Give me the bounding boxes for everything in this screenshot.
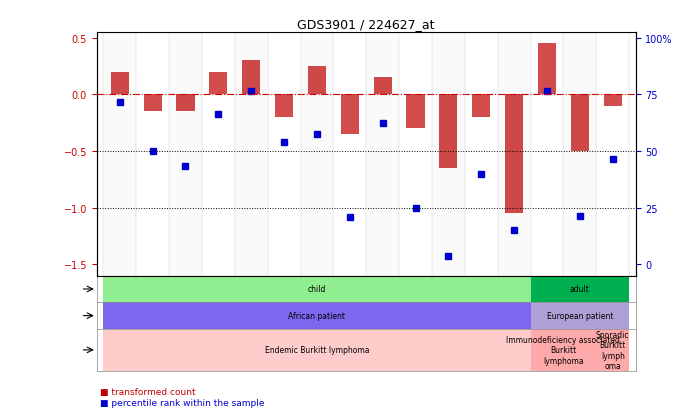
Bar [176,95,194,112]
Bar [235,33,267,276]
Text: child: child [307,285,326,294]
Bar [374,78,392,95]
Bar [202,33,235,276]
Text: European patient: European patient [547,311,613,320]
Bar [406,95,424,129]
Bar [563,33,596,276]
Bar [439,95,457,169]
Bar [399,33,432,276]
Bar [136,33,169,276]
Bar [301,33,333,276]
Bar [531,33,563,276]
Bar [308,67,326,95]
Bar [366,33,399,276]
Bar [472,95,491,118]
Bar [169,33,202,276]
Text: African patient: African patient [288,311,346,320]
Text: Immunodeficiency associated
Burkitt
lymphoma: Immunodeficiency associated Burkitt lymp… [507,335,621,365]
Bar [498,33,531,276]
Bar [465,33,498,276]
Bar [111,73,129,95]
Bar [275,95,293,118]
Bar [333,33,366,276]
Bar [505,95,523,214]
Bar [104,33,136,276]
Bar [596,33,629,276]
Bar [432,33,465,276]
Bar [242,61,261,95]
Bar [571,95,589,152]
Title: GDS3901 / 224627_at: GDS3901 / 224627_at [298,17,435,31]
Text: ■ percentile rank within the sample: ■ percentile rank within the sample [100,398,265,407]
Bar [604,95,622,107]
Text: Endemic Burkitt lymphoma: Endemic Burkitt lymphoma [265,346,369,354]
Bar [267,33,301,276]
Bar [209,73,227,95]
Text: adult: adult [570,285,590,294]
Text: Sporadic
Burkitt
lymph
oma: Sporadic Burkitt lymph oma [596,330,630,370]
Bar [538,44,556,95]
Bar [144,95,162,112]
Text: ■ transformed count: ■ transformed count [100,387,196,396]
Bar [341,95,359,135]
